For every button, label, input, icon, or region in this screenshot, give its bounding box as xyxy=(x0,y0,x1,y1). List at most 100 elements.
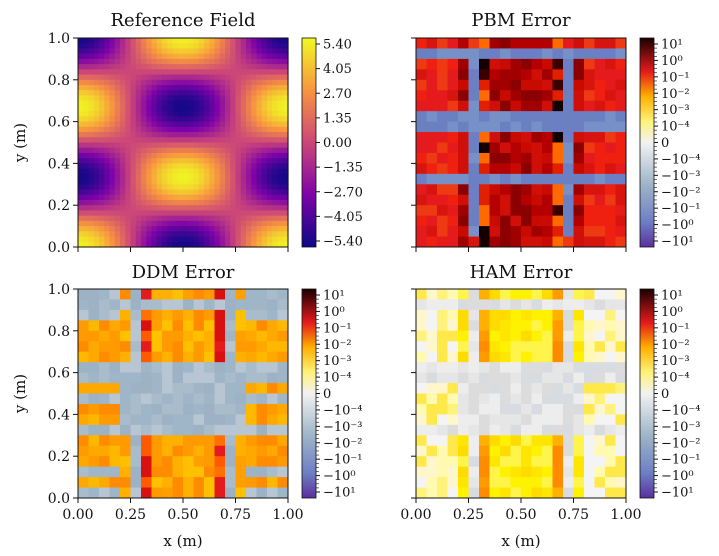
ddm-error-cell xyxy=(109,320,121,332)
ddm-error-cell xyxy=(277,403,289,415)
ham-error-cell xyxy=(584,477,595,489)
reference-field-cell xyxy=(251,215,258,222)
ham-error-cell xyxy=(437,456,448,468)
reference-field-cell xyxy=(230,236,237,243)
pbm-error-cell xyxy=(447,90,459,102)
pbm-error-cell xyxy=(437,121,448,133)
reference-field-cell xyxy=(193,38,200,44)
ddm-error-cell xyxy=(78,445,89,457)
ddm-error-cell xyxy=(204,456,215,468)
reference-field-cell xyxy=(256,58,263,65)
reference-field-cell xyxy=(256,152,263,159)
reference-field-cell xyxy=(141,205,147,212)
reference-field-cell xyxy=(177,100,184,107)
reference-field-cell xyxy=(240,48,247,55)
ham-error-cell xyxy=(458,414,469,426)
ddm-error-cell xyxy=(141,320,152,332)
reference-field-cell xyxy=(240,64,247,70)
reference-field-cell xyxy=(156,58,163,65)
reference-field-cell xyxy=(225,132,231,138)
ddm-error-cell xyxy=(172,424,184,436)
reference-field-cell xyxy=(88,116,95,123)
ddm-error-cell xyxy=(235,477,247,489)
reference-field-cell xyxy=(261,74,268,81)
reference-field-cell xyxy=(240,126,247,133)
reference-field-cell xyxy=(204,226,210,232)
reference-field-cell xyxy=(135,85,142,91)
reference-field-cell xyxy=(261,116,268,123)
reference-field-cell xyxy=(209,111,216,117)
ddm-error-cell xyxy=(246,341,257,353)
pbm-error-cell xyxy=(458,142,469,154)
reference-field-cell xyxy=(172,121,179,128)
ddm-error-cell xyxy=(88,341,100,353)
pbm-error-cell xyxy=(437,48,448,60)
reference-field-cell xyxy=(251,236,258,243)
reference-field-cell xyxy=(177,231,184,238)
pbm-error-cell xyxy=(500,69,511,81)
reference-field-cell xyxy=(93,220,100,227)
reference-field-cell xyxy=(251,43,258,50)
ddm-error-cell xyxy=(193,383,205,394)
ham-error-cell xyxy=(468,477,480,489)
pbm-error-cell xyxy=(615,58,627,70)
ham-error-cell xyxy=(531,414,543,426)
ham-error-cell xyxy=(594,414,606,426)
reference-field-cell xyxy=(162,74,168,81)
reference-field-cell xyxy=(114,85,121,91)
pbm-error-cell xyxy=(426,194,438,206)
ham-error-cell xyxy=(521,383,532,394)
pbm-error-colorbar-tick-label: −10⁰ xyxy=(661,218,694,233)
ddm-error-cell xyxy=(162,320,173,332)
pbm-error-cell xyxy=(615,226,627,238)
pbm-error-cell xyxy=(500,100,511,112)
pbm-error-cell xyxy=(531,38,543,49)
reference-field-cell xyxy=(246,220,252,227)
reference-field-cell xyxy=(141,53,147,60)
pbm-error-cell xyxy=(416,111,427,123)
reference-field-cell xyxy=(83,111,90,117)
reference-field-cell xyxy=(261,189,268,196)
reference-field-cell xyxy=(282,100,289,107)
ham-error-colorbar-ticks: 10¹10⁰10⁻¹10⁻²10⁻³10⁻⁴0−10⁻⁴−10⁻³−10⁻²−1… xyxy=(654,289,701,501)
reference-field-cell xyxy=(114,199,121,206)
reference-field-cell xyxy=(193,205,200,212)
reference-field-cell xyxy=(83,147,90,154)
ham-error-cell xyxy=(510,445,522,457)
ham-error-cell xyxy=(542,341,553,353)
pbm-error-cell xyxy=(437,69,448,81)
ham-error-cell xyxy=(489,424,501,436)
reference-field-cell xyxy=(277,142,284,149)
pbm-error-cell xyxy=(426,48,438,60)
reference-field-cell xyxy=(93,231,100,238)
reference-field-cell xyxy=(125,53,132,60)
pbm-error-cell xyxy=(489,236,501,248)
ham-error-cell xyxy=(615,393,627,405)
reference-field-cell xyxy=(156,137,163,144)
ham-error-cell xyxy=(552,309,564,321)
pbm-error-cell xyxy=(584,90,595,102)
ham-error-cell xyxy=(615,309,627,321)
ham-error-cell xyxy=(458,372,469,384)
ham-error-cell xyxy=(416,393,427,405)
reference-field-cell xyxy=(135,132,142,138)
pbm-error-ticks xyxy=(411,37,627,252)
reference-field-cell xyxy=(193,121,200,128)
ham-error-cell xyxy=(468,320,480,332)
reference-field-cell xyxy=(230,64,237,70)
ddm-error-cell xyxy=(256,383,268,394)
reference-field-cell xyxy=(230,85,237,91)
reference-field-cell xyxy=(93,210,100,217)
pbm-error-cell xyxy=(416,205,427,217)
reference-field-cell xyxy=(135,241,142,248)
ham-error-cell xyxy=(479,435,490,447)
reference-field-cell xyxy=(146,105,153,112)
reference-field-cell xyxy=(256,189,263,196)
reference-field-cell xyxy=(188,142,195,149)
pbm-error-cell xyxy=(542,38,553,49)
ddm-error-cell xyxy=(246,309,257,321)
ddm-error-cell xyxy=(130,435,142,447)
reference-field-cell xyxy=(120,152,126,159)
reference-field-cell xyxy=(156,179,163,185)
ham-error-cell xyxy=(573,445,585,457)
